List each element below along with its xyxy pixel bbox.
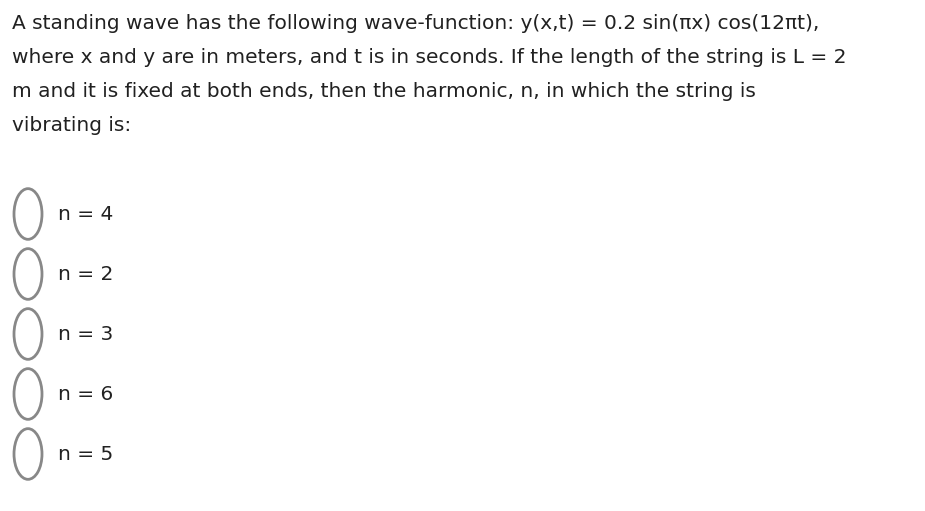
Text: n = 3: n = 3	[58, 324, 113, 343]
Text: vibrating is:: vibrating is:	[12, 116, 131, 135]
Text: where x and y are in meters, and t is in seconds. If the length of the string is: where x and y are in meters, and t is in…	[12, 48, 846, 67]
Text: n = 2: n = 2	[58, 265, 114, 284]
Text: n = 5: n = 5	[58, 445, 113, 463]
Text: A standing wave has the following wave-function: y(x,t) = 0.2 sin(πx) cos(12πt),: A standing wave has the following wave-f…	[12, 14, 820, 33]
Text: n = 6: n = 6	[58, 384, 113, 404]
Text: n = 4: n = 4	[58, 204, 114, 223]
Text: m and it is fixed at both ends, then the harmonic, n, in which the string is: m and it is fixed at both ends, then the…	[12, 82, 756, 101]
